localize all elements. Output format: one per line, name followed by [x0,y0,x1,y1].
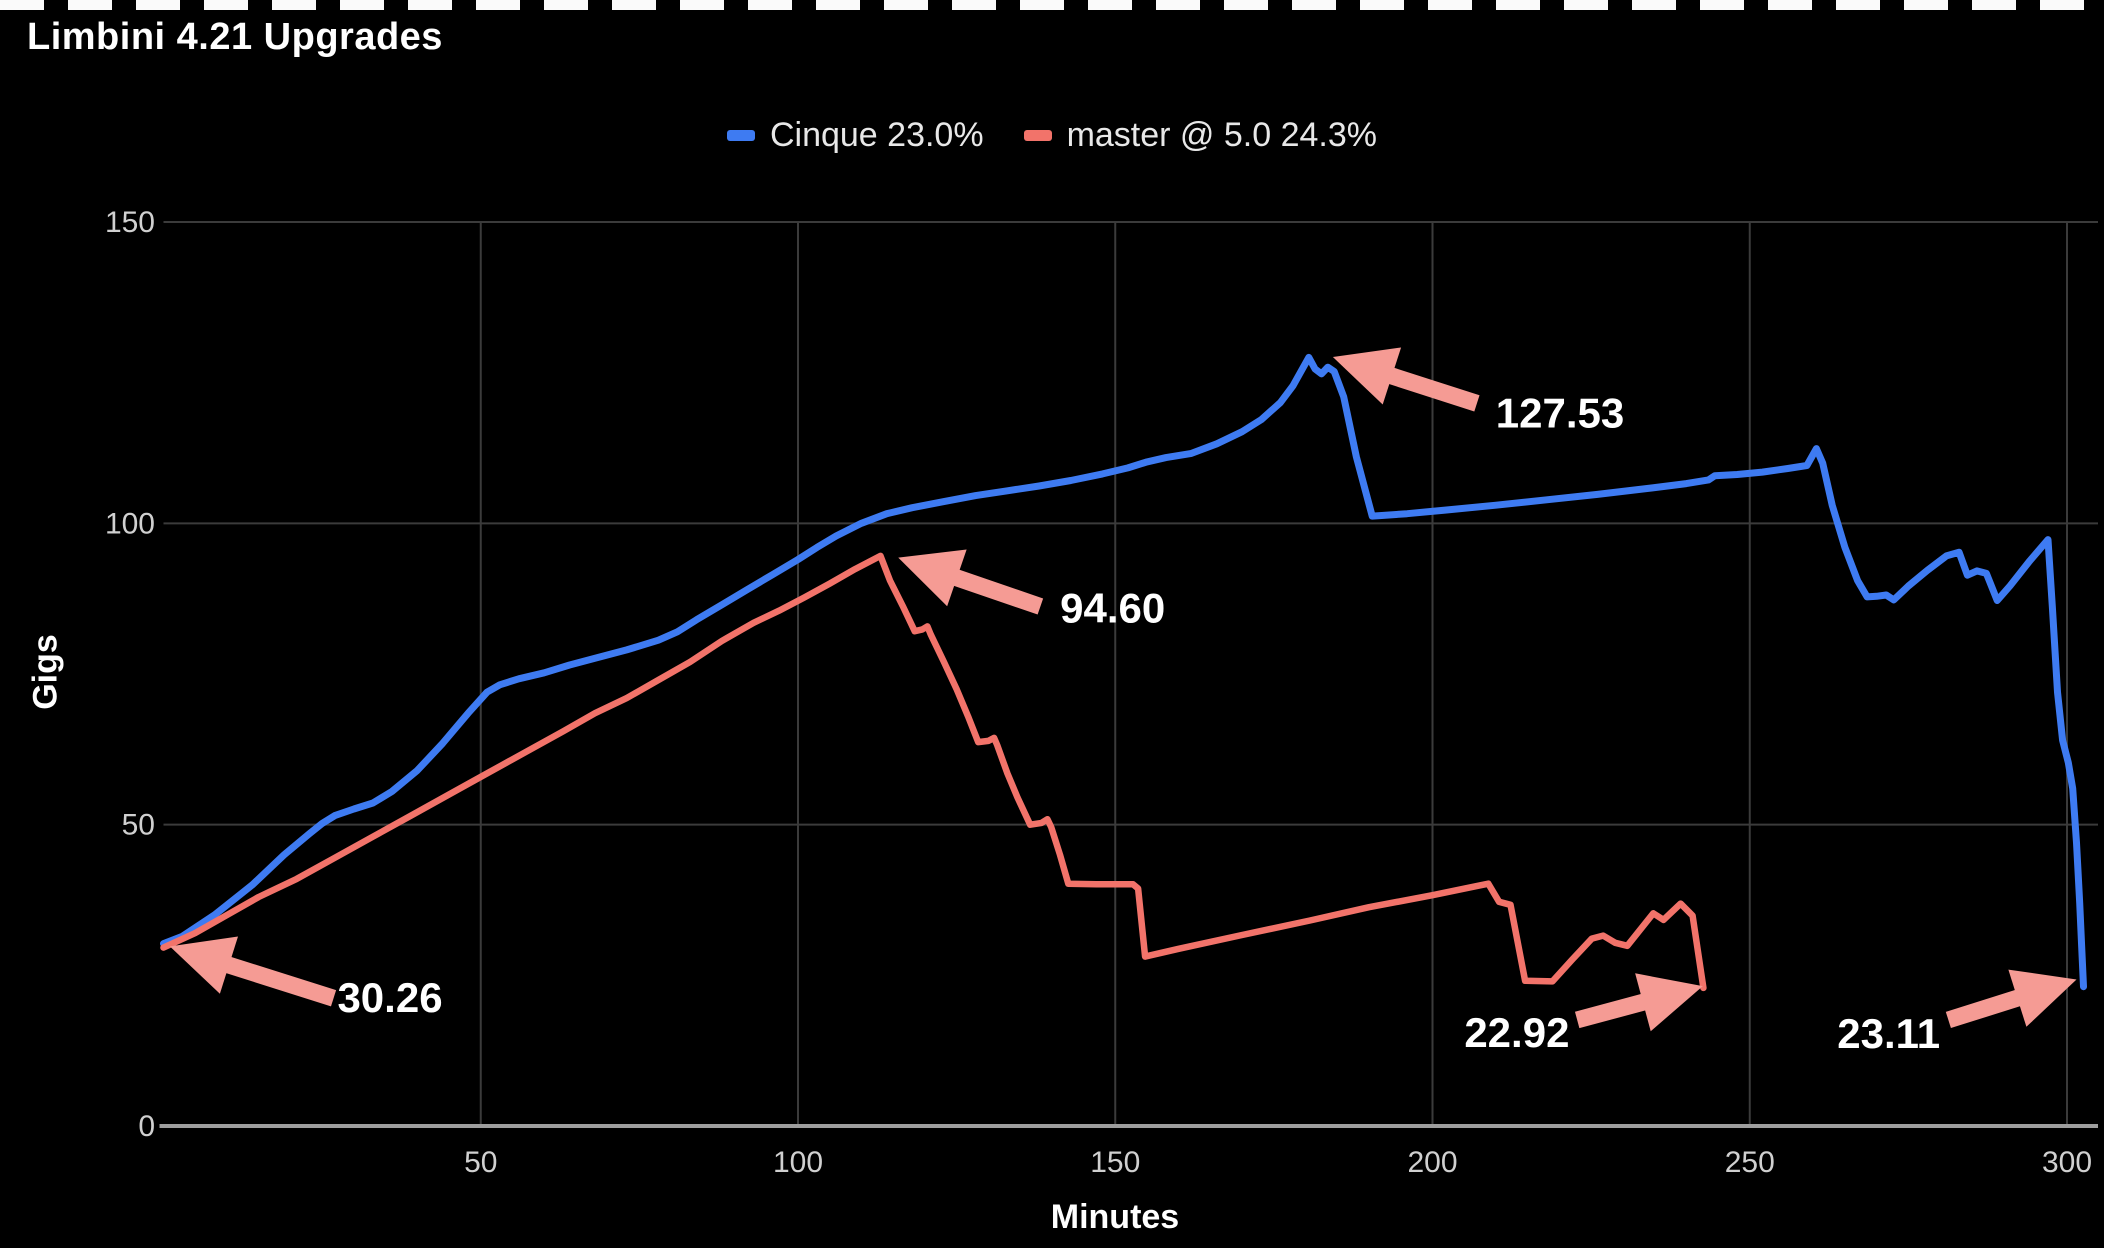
legend-item-cinque[interactable]: Cinque 23.0% [726,116,984,155]
y-tick-150: 150 [105,206,155,239]
legend-swatch-cinque [726,130,755,141]
x-tick-100: 100 [773,1146,823,1179]
x-axis-title: Minutes [1050,1198,1180,1236]
x-tick-200: 200 [1407,1146,1457,1179]
legend-item-master[interactable]: master @ 5.0 24.3% [1023,116,1378,155]
x-tick-300: 300 [2042,1146,2092,1179]
arrow-head [1332,347,1402,405]
arrow-shaft [211,952,337,1007]
tick-labels: 0 50 100 150 50 100 150 200 250 300 [105,206,2092,1179]
legend-label-cinque: Cinque 23.0% [769,116,984,154]
annotation-23.11: 23.11 [1837,969,2077,1057]
annotation-value: 30.26 [337,974,442,1021]
annotation-94.60: 94.60 [898,549,1165,631]
annotation-value: 94.60 [1060,584,1165,631]
annotation-value: 23.11 [1837,1010,1940,1057]
chart-legend: Cinque 23.0% master @ 5.0 24.3% [0,116,2104,155]
y-tick-50: 50 [122,809,155,842]
top-dashed-border [0,0,2104,10]
arrow-shaft [1374,363,1480,412]
x-tick-250: 250 [1725,1146,1775,1179]
x-tick-50: 50 [464,1146,497,1179]
annotation-value: 127.53 [1496,390,1624,437]
arrow-head [1635,973,1703,1032]
annotation-22.92: 22.92 [1464,973,1703,1056]
legend-swatch-master [1023,130,1052,141]
annotation-30.26: 30.26 [169,936,443,1021]
arrow-shaft [939,564,1044,615]
page-title: Limbini 4.21 Upgrades [27,16,443,58]
y-tick-0: 0 [138,1110,155,1143]
annotation-127.53: 127.53 [1332,347,1624,437]
series-line-1 [160,552,1707,992]
y-axis-title: Gigs [26,634,65,710]
arrow-head [2008,969,2077,1027]
arrow-head [169,936,239,994]
y-tick-100: 100 [105,507,155,540]
arrow-head [898,549,967,607]
annotation-value: 22.92 [1464,1009,1569,1056]
legend-label-master: master @ 5.0 24.3% [1066,116,1378,154]
series-line-0 [160,353,2087,991]
x-tick-150: 150 [1090,1146,1140,1179]
gridlines [163,220,2098,1126]
